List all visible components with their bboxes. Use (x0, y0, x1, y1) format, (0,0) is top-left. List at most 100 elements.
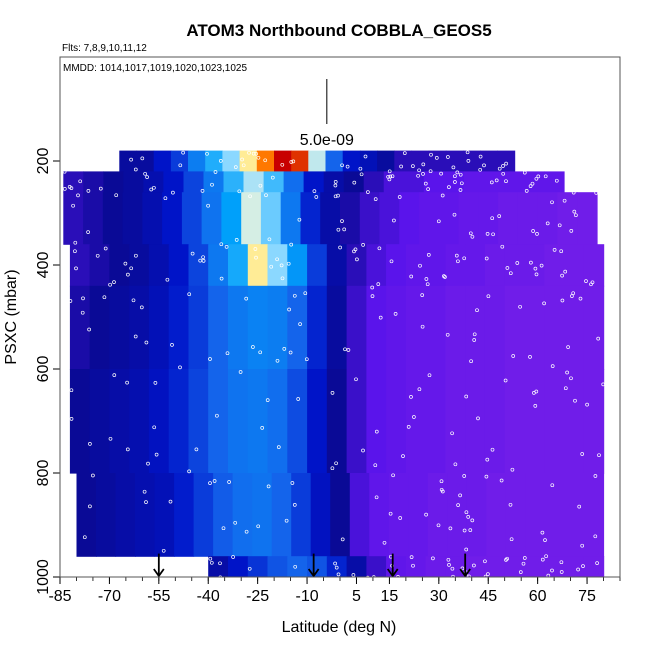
heatmap-cell (544, 556, 565, 577)
heatmap-cell (201, 192, 222, 245)
heatmap-cell (170, 150, 189, 172)
sample-point (594, 191, 599, 195)
sample-point (144, 500, 148, 504)
heatmap-cell (203, 171, 225, 193)
sample-point (398, 516, 403, 520)
sample-point (95, 253, 100, 258)
flight-marker-head (459, 568, 471, 578)
sample-point (366, 190, 370, 194)
heatmap-cell (168, 244, 190, 287)
sample-point (467, 574, 471, 577)
heatmap-cell (484, 244, 506, 287)
sample-point (439, 479, 444, 484)
sample-point (260, 426, 265, 430)
sample-point (485, 232, 490, 236)
sample-point (436, 219, 441, 224)
heatmap-cell (463, 171, 485, 193)
sample-point (552, 248, 557, 252)
heatmap-cell (386, 369, 407, 474)
heatmap-cell (174, 473, 195, 557)
sample-point (370, 285, 375, 290)
heatmap-cell (208, 369, 229, 474)
sample-point (374, 429, 379, 434)
sample-point (426, 253, 431, 257)
heatmap-cell (326, 556, 348, 577)
dates-label: MMDD: 1014,1017,1019,1020,1023,1025 (63, 63, 247, 74)
sample-point (504, 179, 508, 184)
sample-point (240, 157, 244, 162)
heatmap-cell (303, 171, 325, 193)
plot-frame (59, 56, 621, 578)
sample-point (68, 299, 73, 303)
sample-point (569, 229, 574, 233)
heatmap-cell (148, 285, 170, 370)
heatmap-cell (583, 369, 605, 474)
heatmap-cell (465, 244, 486, 287)
heatmap-cell (129, 285, 150, 370)
sample-point (154, 452, 159, 457)
heatmap-cell (445, 556, 466, 577)
heatmap-cell (369, 473, 390, 557)
heatmap-cell (153, 150, 172, 172)
x-tick-label: 30 (430, 588, 448, 605)
heatmap-cell (584, 473, 605, 557)
heatmap-cell (525, 473, 546, 557)
heatmap-cell (213, 473, 234, 557)
heatmap-cell (504, 285, 526, 370)
sample-point (472, 338, 477, 342)
heatmap-cell (247, 369, 269, 474)
sample-point (333, 194, 338, 199)
sample-point (528, 355, 532, 359)
heatmap-cell (300, 192, 321, 245)
heatmap-cell (76, 473, 97, 557)
sample-point (363, 154, 368, 159)
heatmap-cell (366, 556, 387, 577)
x-tick-label: 60 (529, 588, 547, 605)
heatmap-cell (89, 244, 110, 287)
sample-point (102, 295, 107, 300)
sample-point (86, 230, 90, 234)
sample-point (472, 332, 477, 337)
heatmap-cell (458, 192, 479, 245)
sample-point (287, 307, 291, 312)
sample-point (448, 526, 453, 531)
sample-point (133, 334, 138, 339)
sample-point (333, 180, 338, 184)
sample-point (282, 347, 287, 351)
heatmap-cell (524, 244, 545, 287)
sample-point (484, 474, 489, 479)
heatmap-cell (247, 556, 269, 577)
heatmap-cell (142, 192, 163, 245)
sample-point (314, 195, 319, 199)
sample-point (442, 274, 446, 278)
sample-point (270, 175, 275, 180)
sample-point (108, 282, 112, 287)
heatmap-cell (109, 369, 130, 474)
sample-point (392, 218, 396, 223)
heatmap-cell (386, 556, 407, 577)
heatmap-cell (484, 556, 506, 577)
sample-point (451, 165, 456, 170)
sample-point (420, 293, 425, 297)
heatmap-cell (583, 244, 605, 287)
sample-point (225, 351, 230, 356)
heatmap-cell (480, 150, 498, 172)
sample-point (596, 336, 601, 341)
sample-point (231, 555, 235, 559)
sample-point (544, 554, 548, 559)
sample-point (501, 164, 505, 168)
sample-point (131, 298, 136, 303)
sample-point (434, 156, 439, 160)
sample-point (340, 163, 344, 168)
sample-point (370, 294, 375, 298)
sample-point (161, 548, 166, 553)
sample-point (256, 524, 261, 529)
sample-point (510, 467, 515, 472)
sample-point (522, 170, 527, 175)
heatmap-cell (83, 171, 104, 193)
sample-point (489, 180, 494, 185)
heatmap-cell (399, 192, 420, 245)
sample-point (361, 448, 365, 453)
sample-point (80, 310, 85, 315)
heatmap-cell (307, 285, 328, 370)
